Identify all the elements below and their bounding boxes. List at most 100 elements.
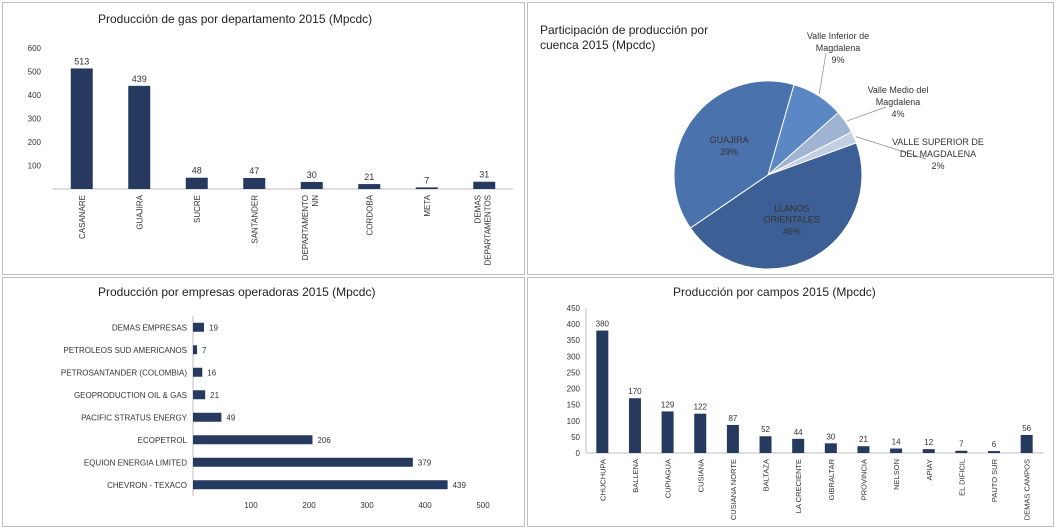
chart-fields: 0 50 100 150 200 250 300 350 400 450 380 CHUCHUPA 17… [567,304,1043,520]
x-tick-label: LA CRECIENTE [794,459,803,513]
panel-gas-by-operator: Producción por empresas operadoras 2015 … [2,277,525,527]
bar [922,449,935,453]
y-tick-label: PACIFIC STRATUS ENERGY [81,413,188,422]
bar [988,451,1001,453]
y-tick-label: 300 [28,115,42,124]
data-label: 7 [202,346,207,355]
y-tick-label: 200 [28,138,42,147]
data-label: 129 [661,400,675,409]
x-tick-label: GUAJIRA [135,194,144,229]
slice-label: VALLE SUPERIOR DE [892,137,984,147]
x-tick-label: 200 [302,501,316,510]
data-label: 439 [132,74,147,84]
x-tick-label: EL DIFICIL [957,459,966,496]
x-tick-label: CUPIAGUA [664,459,673,498]
data-label: 21 [364,172,374,182]
slice-label: DEL MAGDALENA [900,149,976,159]
slice-label: Valle Inferior de [807,31,869,41]
data-label: 12 [924,438,933,447]
bar [358,184,381,189]
x-tick-label: CUSIANA [696,459,705,492]
x-tick-label: 400 [418,501,432,510]
bar [628,398,641,453]
bar [857,446,870,453]
bar [759,436,772,453]
x-tick-label: BALLENA [631,459,640,493]
slice-label: Magdalena [816,43,861,53]
data-label: 52 [761,425,770,434]
slice-label: GUAJIRA [710,135,749,145]
x-tick-label: APIAY [925,459,934,481]
data-label: 7 [959,440,964,449]
data-label: 170 [628,387,642,396]
bar [193,435,313,445]
data-label: 379 [418,458,432,467]
y-tick-label: 150 [567,401,581,410]
bar [824,443,837,453]
y-tick-label: ECOPETROL [138,436,188,445]
slice-label: ORIENTALES [764,214,820,224]
bar [193,367,203,377]
bar [193,322,205,332]
bar [243,177,266,189]
bar [128,85,151,189]
x-tick-label: CUSIANA NORTE [729,459,738,520]
y-tick-label: 300 [567,352,581,361]
data-label: 30 [307,170,317,180]
data-label: 122 [694,403,708,412]
y-tick-label: 600 [28,44,42,53]
x-tick-label: SANTANDER [250,195,259,244]
bar [726,424,739,453]
bar [300,181,323,189]
bar [694,413,707,453]
data-label: 14 [892,437,901,446]
y-tick-label: 400 [28,91,42,100]
chart-title: Producción por empresas operadoras 2015 … [98,285,376,299]
x-tick-label: PROVINCIA [859,459,868,500]
y-tick-label: 250 [567,368,581,377]
x-tick-label: PAUTO SUR [990,458,999,502]
y-tick-label: 0 [576,449,581,458]
x-tick-label: 100 [244,501,258,510]
data-label: 49 [226,413,235,422]
slice-pct: 39% [720,147,738,157]
bar [415,187,438,189]
y-tick-label: 350 [567,336,581,345]
slice-pct: 4% [891,109,904,119]
leader-line [847,106,887,122]
bar [193,345,198,355]
pie-slice [673,80,795,229]
slice-pct: 46% [783,226,801,236]
data-label: 380 [596,320,610,329]
y-tick-label: DEMAS EMPRESAS [112,323,187,332]
data-label: 19 [209,323,218,332]
pie-slice [689,142,863,270]
chart-department: 100 200 300 400 500 600 513 CASANARE 439 GUAJIRA 4… [28,44,513,266]
bar [193,457,413,467]
data-label: 56 [1022,424,1031,433]
leader-line [855,136,927,160]
chart-operators: 100 200 300 400 500 DEMAS EMPRESAS 19 PETROLEOS… [61,316,490,510]
x-tick-label: 500 [476,501,490,510]
x-tick-label: META [423,194,432,216]
data-label: 48 [192,166,202,176]
data-label: 47 [249,166,259,176]
x-tick-label: GIBRALTAR [827,458,836,500]
chart-title: Participación de producción por cuenca 2… [540,23,709,52]
slice-pct: 9% [831,55,844,65]
x-tick-label: DEMAS [473,195,482,223]
bar [955,450,968,453]
x-tick-label: DEPARTAMENTOS [483,195,492,266]
x-tick-label: CASANARE [78,195,87,239]
slice-label: LLANOS [774,203,810,213]
data-label: 6 [992,440,997,449]
y-tick-label: CHEVRON - TEXACO [107,481,187,490]
leader-line [818,52,827,94]
bar [1020,434,1033,453]
chart-title: Producción por campos 2015 (Mpcdc) [673,285,876,299]
panel-share-by-basin: Participación de producción por cuenca 2… [527,2,1054,275]
data-label: 30 [826,432,835,441]
panel-gas-by-department: Producción de gas por departamento 2015 … [2,2,525,275]
x-tick-label: CHUCHUPA [598,459,607,501]
bar [661,411,674,453]
